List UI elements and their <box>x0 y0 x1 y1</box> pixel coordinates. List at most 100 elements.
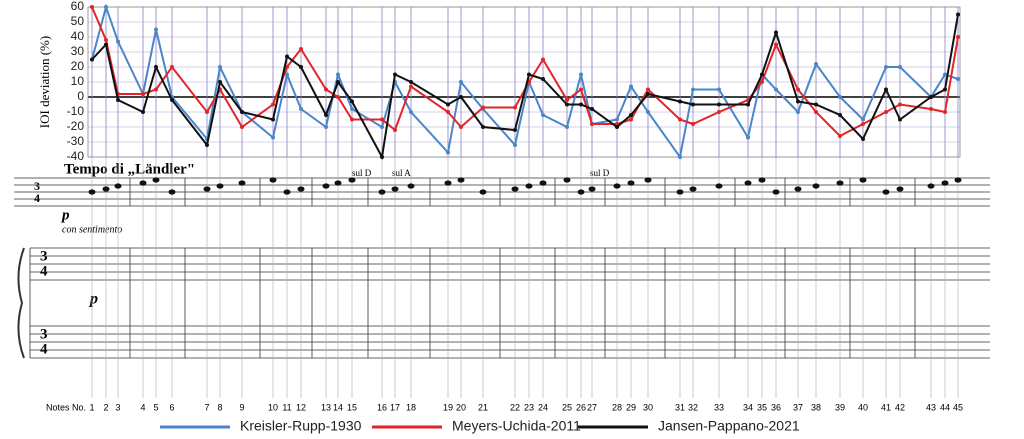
x-tick-label: 43 <box>926 402 936 412</box>
annotation: sul D <box>352 168 372 178</box>
note-head <box>715 183 723 189</box>
x-tick-label: 13 <box>321 402 331 412</box>
point <box>629 113 633 117</box>
x-tick-label: 17 <box>390 402 400 412</box>
note-head <box>139 180 147 186</box>
point <box>285 65 289 69</box>
point <box>898 102 902 107</box>
point <box>814 110 818 114</box>
point <box>116 98 120 102</box>
point <box>154 87 158 92</box>
note-head <box>334 180 342 186</box>
dynamic: p <box>60 207 70 223</box>
point <box>629 117 633 122</box>
x-tick-label: 3 <box>115 402 120 412</box>
point <box>380 117 384 122</box>
note-head <box>152 177 160 183</box>
x-tick-label: 28 <box>612 402 622 412</box>
point <box>629 84 633 89</box>
point <box>380 155 384 159</box>
point <box>170 98 174 102</box>
x-tick-label: 26 <box>576 402 586 412</box>
note-head <box>812 183 820 189</box>
y-tick-label: 50 <box>71 14 85 28</box>
plot-frame <box>87 6 961 158</box>
point <box>104 38 108 42</box>
point <box>884 65 888 69</box>
point <box>90 57 94 62</box>
x-tick-label: 22 <box>510 402 520 412</box>
point <box>956 77 960 81</box>
y-tick-label: -10 <box>67 104 85 118</box>
piano-dynamic: p <box>88 291 98 308</box>
point <box>170 65 174 69</box>
note-head <box>378 189 386 195</box>
note-head <box>941 180 949 186</box>
point <box>409 110 413 114</box>
point <box>336 80 340 84</box>
point <box>513 143 517 147</box>
x-tick-label: 23 <box>524 402 534 412</box>
point <box>898 117 902 122</box>
note-head <box>758 177 766 183</box>
x-tick-label: 1 <box>89 402 94 412</box>
x-tick-label: 41 <box>881 402 891 412</box>
point <box>796 110 800 114</box>
point <box>350 117 354 122</box>
x-tick-label: 14 <box>333 402 343 412</box>
note-head <box>954 177 962 183</box>
point <box>324 87 328 92</box>
x-tick-label: 6 <box>169 402 174 412</box>
point <box>299 65 303 69</box>
y-axis-label: IOI deviation (%) <box>37 36 52 128</box>
point <box>336 72 340 77</box>
point <box>615 117 619 122</box>
note-head <box>588 186 596 192</box>
x-tick-label: 33 <box>714 402 724 412</box>
x-tick-label: 40 <box>858 402 868 412</box>
point <box>838 95 842 99</box>
x-tick-label: 18 <box>406 402 416 412</box>
point <box>717 87 721 92</box>
x-tick-label: 15 <box>347 402 357 412</box>
x-tick-label: 10 <box>268 402 278 412</box>
point <box>446 110 450 114</box>
point <box>380 125 384 129</box>
y-tick-label: -40 <box>67 149 85 163</box>
point <box>154 65 158 69</box>
tempo: Tempo di „Ländler" <box>64 161 195 177</box>
note-head <box>772 189 780 195</box>
x-tick-label: 31 <box>675 402 685 412</box>
point <box>90 5 94 9</box>
x-tick-label: 20 <box>456 402 466 412</box>
point <box>393 128 397 132</box>
note-head <box>676 189 684 195</box>
x-tick-label: 35 <box>757 402 767 412</box>
note-head <box>168 189 176 195</box>
point <box>760 72 764 77</box>
time-sig: 4 <box>34 191 40 205</box>
x-tick-label: 32 <box>688 402 698 412</box>
point <box>240 110 244 114</box>
point <box>218 65 222 69</box>
point <box>154 27 158 32</box>
time-sig: 4 <box>40 263 48 279</box>
point <box>579 87 583 92</box>
point <box>760 80 764 84</box>
x-tick-label: 21 <box>478 402 488 412</box>
point <box>579 72 583 77</box>
note-head <box>577 189 585 195</box>
point <box>240 125 244 129</box>
point <box>350 107 354 111</box>
x-tick-label: 36 <box>771 402 781 412</box>
note-head <box>563 177 571 183</box>
x-tick-label: 30 <box>643 402 653 412</box>
x-tick-label: 44 <box>940 402 950 412</box>
point <box>691 122 695 126</box>
time-sig: 3 <box>40 326 48 342</box>
y-tick-label: -20 <box>67 119 85 133</box>
point <box>814 102 818 107</box>
x-tick-label: 24 <box>538 402 548 412</box>
point <box>943 87 947 92</box>
annotation: sul D <box>590 168 610 178</box>
